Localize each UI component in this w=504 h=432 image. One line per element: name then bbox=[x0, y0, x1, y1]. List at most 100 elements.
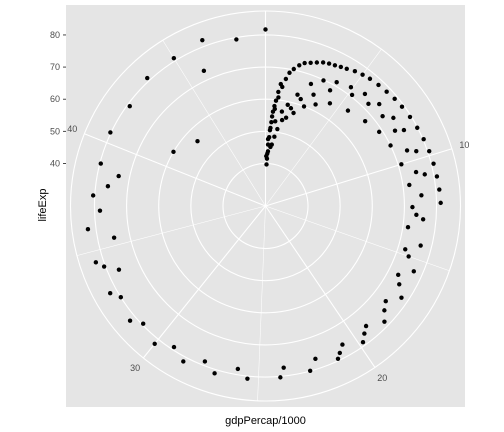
data-point-50 bbox=[311, 92, 316, 97]
data-point-61 bbox=[411, 269, 416, 274]
data-point-134 bbox=[422, 172, 427, 177]
data-point-16 bbox=[272, 106, 277, 112]
data-point-41 bbox=[427, 148, 432, 154]
data-point-28 bbox=[332, 63, 338, 68]
data-point-12 bbox=[264, 153, 269, 159]
data-point-58 bbox=[419, 193, 424, 198]
data-point-137 bbox=[382, 308, 387, 313]
data-point-42 bbox=[431, 161, 436, 166]
data-point-78 bbox=[108, 130, 113, 135]
data-point-106 bbox=[275, 126, 280, 132]
data-point-81 bbox=[171, 55, 177, 61]
y-tick-label-70: 70 bbox=[50, 62, 60, 72]
data-point-76 bbox=[90, 193, 96, 198]
data-point-17 bbox=[276, 95, 281, 100]
data-point-85 bbox=[97, 208, 103, 213]
data-point-87 bbox=[116, 173, 121, 179]
data-point-0 bbox=[264, 162, 269, 167]
x-gridline-8 bbox=[76, 205, 266, 256]
data-point-97 bbox=[313, 356, 318, 362]
data-point-109 bbox=[301, 104, 307, 109]
data-point-20 bbox=[287, 70, 292, 75]
data-point-110 bbox=[313, 102, 318, 107]
grid-layer bbox=[69, 10, 462, 402]
data-point-101 bbox=[171, 344, 177, 350]
data-point-19 bbox=[283, 76, 289, 82]
y-tick-label-80: 80 bbox=[50, 30, 60, 40]
data-point-140 bbox=[195, 139, 200, 144]
data-point-82 bbox=[200, 37, 205, 43]
data-point-13 bbox=[265, 136, 271, 142]
data-point-40 bbox=[421, 136, 426, 142]
data-point-136 bbox=[397, 282, 402, 287]
data-point-80 bbox=[145, 75, 150, 81]
x-gridline-3 bbox=[265, 205, 376, 368]
data-point-47 bbox=[279, 117, 285, 123]
data-point-122 bbox=[279, 109, 285, 114]
data-point-75 bbox=[85, 226, 91, 232]
data-point-9 bbox=[273, 98, 279, 103]
data-point-89 bbox=[116, 267, 122, 272]
x-gridline-1 bbox=[265, 148, 453, 207]
data-point-100 bbox=[202, 359, 208, 364]
data-point-49 bbox=[298, 96, 303, 102]
data-point-91 bbox=[405, 224, 411, 230]
data-point-65 bbox=[335, 356, 341, 361]
data-point-120 bbox=[268, 144, 273, 150]
data-point-54 bbox=[380, 113, 385, 119]
data-point-98 bbox=[281, 365, 286, 370]
data-point-119 bbox=[265, 149, 271, 154]
data-point-52 bbox=[349, 92, 355, 98]
x-axis-title: gdpPercap/1000 bbox=[225, 415, 306, 427]
data-point-123 bbox=[285, 102, 290, 108]
data-point-129 bbox=[362, 91, 368, 97]
data-point-96 bbox=[340, 342, 345, 347]
data-point-77 bbox=[98, 161, 103, 166]
data-point-70 bbox=[181, 359, 186, 364]
data-point-21 bbox=[291, 66, 296, 72]
data-point-14 bbox=[267, 127, 273, 133]
data-point-57 bbox=[413, 169, 419, 175]
data-point-29 bbox=[338, 64, 344, 70]
data-point-132 bbox=[401, 127, 407, 133]
data-point-99 bbox=[235, 366, 241, 372]
y-tick-label-50: 50 bbox=[50, 126, 60, 136]
data-point-26 bbox=[320, 60, 326, 65]
data-point-118 bbox=[410, 204, 415, 210]
data-point-74 bbox=[93, 260, 99, 265]
data-point-117 bbox=[407, 182, 412, 188]
data-points bbox=[85, 27, 443, 381]
data-point-116 bbox=[399, 162, 404, 167]
data-point-36 bbox=[392, 96, 397, 102]
data-point-126 bbox=[321, 78, 326, 83]
x-gridline-5 bbox=[142, 205, 266, 359]
data-point-6 bbox=[269, 120, 274, 125]
y-tick-label-40: 40 bbox=[50, 158, 60, 168]
data-point-93 bbox=[396, 272, 401, 278]
data-point-128 bbox=[348, 85, 354, 90]
data-point-48 bbox=[288, 106, 294, 111]
data-point-30 bbox=[344, 66, 349, 71]
data-point-94 bbox=[383, 298, 388, 304]
data-point-88 bbox=[111, 235, 117, 240]
data-point-59 bbox=[420, 217, 426, 222]
data-point-34 bbox=[376, 82, 381, 88]
data-point-127 bbox=[334, 80, 339, 85]
data-point-31 bbox=[352, 69, 358, 74]
data-point-37 bbox=[399, 104, 405, 109]
data-point-71 bbox=[152, 341, 157, 347]
data-point-72 bbox=[127, 318, 133, 323]
data-point-68 bbox=[245, 376, 250, 381]
data-point-73 bbox=[108, 291, 113, 296]
data-point-111 bbox=[327, 101, 333, 106]
data-point-51 bbox=[327, 88, 333, 93]
data-point-104 bbox=[101, 264, 107, 269]
data-point-33 bbox=[367, 76, 373, 81]
data-point-86 bbox=[105, 184, 111, 189]
data-point-66 bbox=[307, 368, 313, 373]
data-point-67 bbox=[278, 375, 283, 380]
data-point-25 bbox=[314, 60, 320, 65]
data-point-121 bbox=[273, 119, 278, 124]
